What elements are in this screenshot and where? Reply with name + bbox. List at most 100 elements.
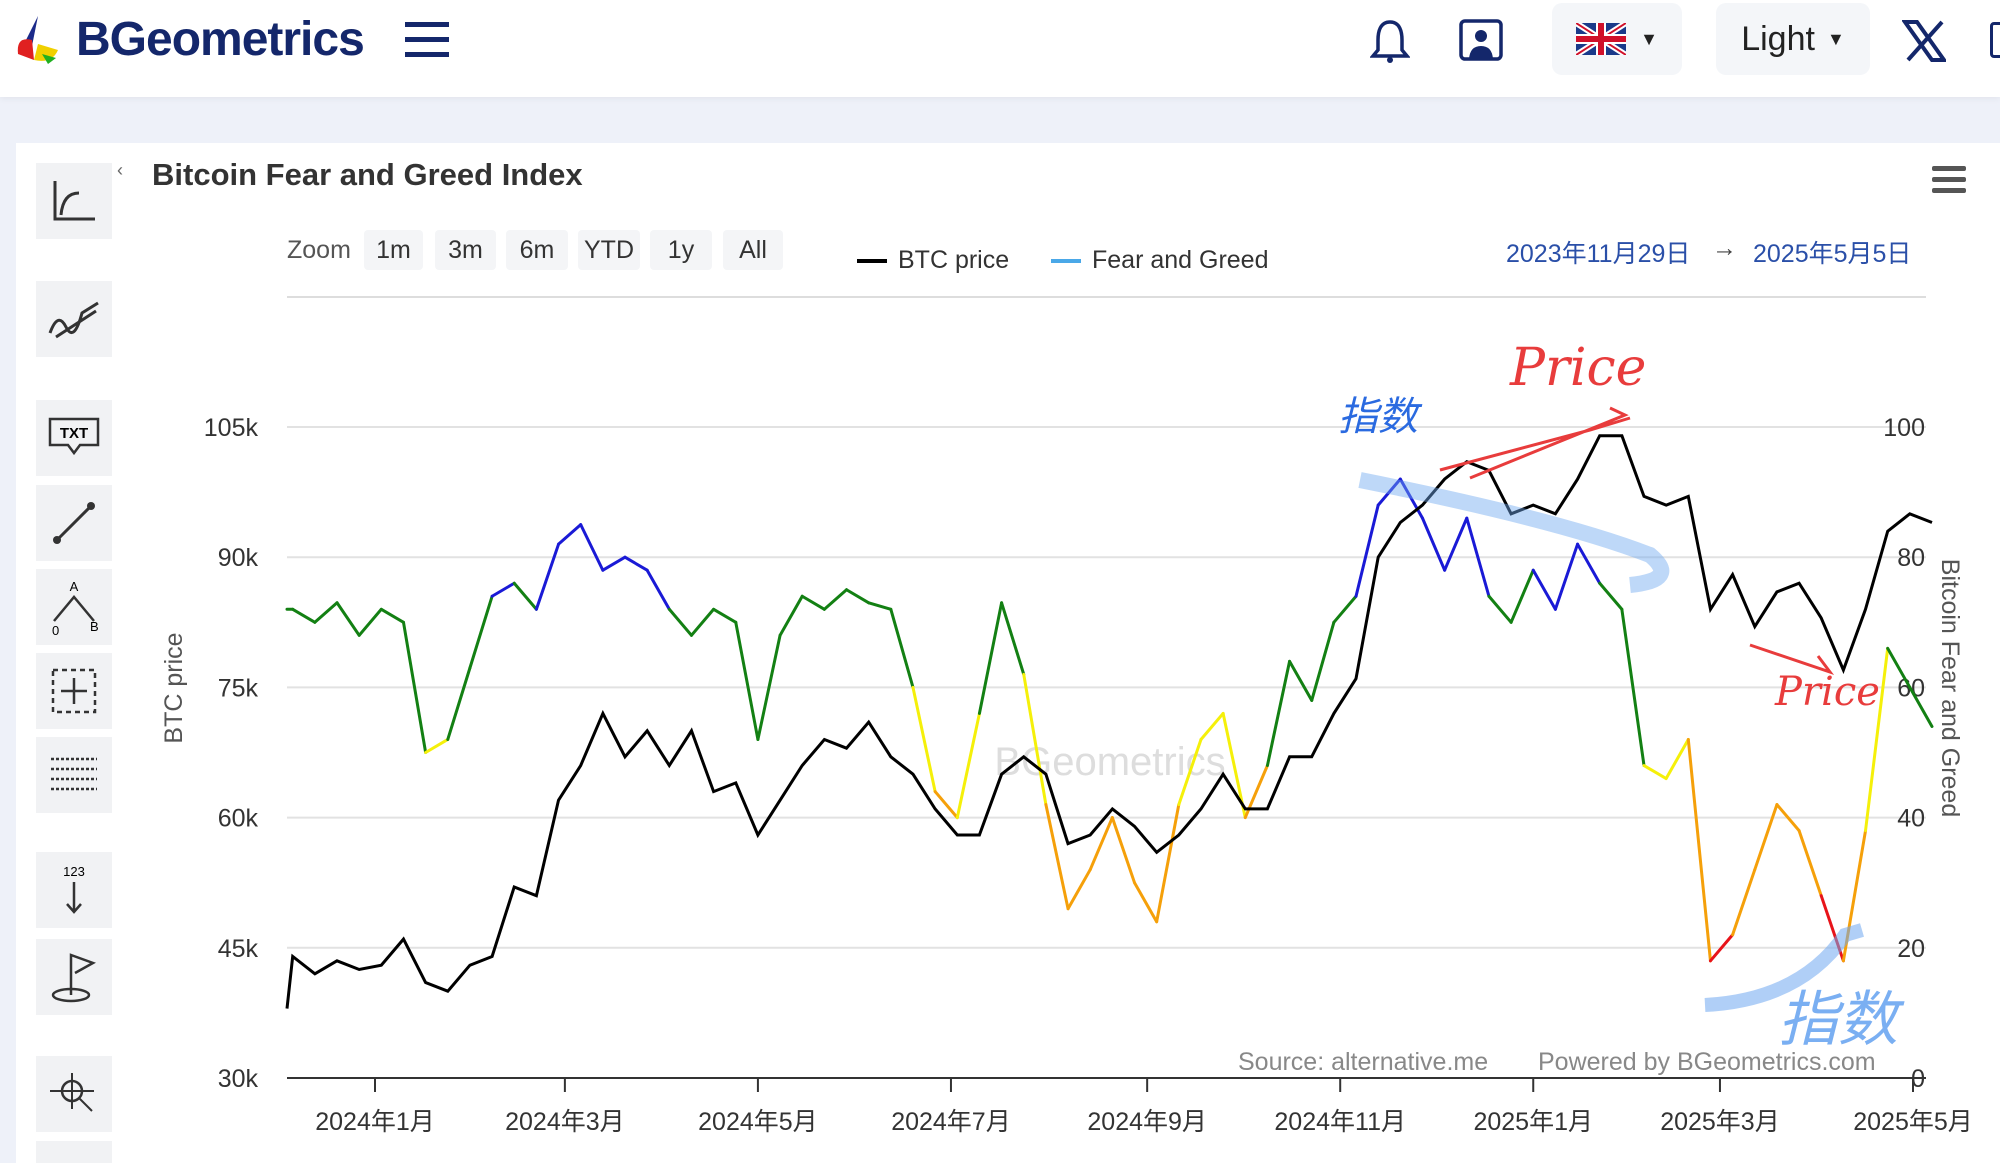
x-tick-label: 2024年7月 — [891, 1108, 1011, 1136]
tool-measure[interactable] — [36, 653, 112, 729]
y-tick-label: 60k — [218, 805, 259, 833]
fear-greed-segment — [490, 581, 516, 598]
zoom-3m-button[interactable]: 3m — [435, 230, 496, 270]
x-tick-label: 2024年9月 — [1087, 1108, 1207, 1136]
fear-greed-segment — [1620, 607, 1646, 768]
x-twitter-icon[interactable] — [1902, 20, 1946, 62]
zoom-ytd-button[interactable]: YTD — [578, 230, 640, 270]
x-tick-label: 2024年5月 — [698, 1108, 818, 1136]
abc-pattern-icon: A 0 B — [52, 579, 99, 637]
tool-more[interactable] — [36, 1141, 112, 1163]
fear-greed-segment — [1177, 737, 1203, 807]
fear-greed-segment — [911, 685, 937, 794]
annotation-price-2: Price — [1774, 669, 1880, 715]
chart-menu-icon[interactable] — [1932, 166, 1966, 194]
fear-greed-segment — [1022, 672, 1048, 807]
theme-selector[interactable]: Light ▼ — [1716, 3, 1870, 75]
fear-greed-segment — [1066, 868, 1092, 911]
fear-greed-segment — [1420, 516, 1447, 572]
language-selector[interactable]: ▼ — [1552, 3, 1682, 75]
fear-greed-segment — [1664, 737, 1690, 781]
extra-header-icon[interactable] — [1990, 22, 2000, 58]
y2-tick-label: 100 — [1883, 414, 1925, 442]
fear-greed-segment — [579, 523, 605, 572]
x-tick-label: 2024年3月 — [505, 1108, 625, 1136]
fear-greed-segment — [601, 555, 627, 572]
y-axis-title: BTC price — [160, 632, 188, 743]
brand-name[interactable]: BGeometrics — [76, 13, 365, 66]
tool-zoom-pan[interactable] — [36, 1056, 112, 1132]
range-from-date[interactable]: 2023年11月29日 — [1506, 240, 1691, 268]
fear-greed-segment — [1886, 646, 1912, 689]
y-tick-label: 90k — [218, 544, 259, 572]
tool-indicators[interactable] — [36, 163, 112, 239]
fear-greed-segment — [424, 737, 450, 754]
fear-greed-segment — [1576, 542, 1602, 585]
annotation-price-1: Price — [1509, 338, 1646, 398]
fear-greed-segment — [1686, 737, 1712, 963]
bell-icon[interactable] — [1370, 18, 1410, 64]
fear-greed-segment — [534, 542, 561, 611]
fear-greed-segment — [1708, 933, 1735, 963]
fear-greed-segment — [357, 607, 383, 637]
y-tick-label: 75k — [218, 674, 259, 702]
legend-fg-swatch — [1051, 259, 1081, 263]
legend-fear-greed[interactable]: Fear and Greed — [1092, 246, 1269, 274]
zoom-1m-button[interactable]: 1m — [364, 230, 423, 270]
tool-trend[interactable] — [36, 281, 112, 357]
fear-greed-segment — [1908, 685, 1934, 728]
legend-btc-price[interactable]: BTC price — [898, 246, 1010, 274]
fear-greed-segment — [1000, 601, 1026, 676]
fear-greed-segment — [623, 555, 649, 572]
collapse-toolbar-icon[interactable]: ‹ — [117, 160, 123, 180]
fear-greed-segment — [1487, 594, 1513, 624]
zoom-1y-button[interactable]: 1y — [650, 230, 712, 270]
fear-greed-segment — [1797, 829, 1823, 898]
fear-greed-segment — [1265, 659, 1292, 768]
fear-greed-segment — [1221, 711, 1247, 820]
chevron-down-icon: ▼ — [1826, 28, 1845, 49]
chart-card — [16, 143, 2000, 1163]
tool-fibonacci[interactable] — [36, 737, 112, 813]
text-label-icon: TXT — [48, 417, 100, 456]
legend-btc-swatch — [857, 259, 887, 263]
tool-text[interactable]: TXT — [36, 400, 112, 476]
annotation-index-2: 指数 — [1778, 985, 1905, 1055]
hamburger-menu-icon[interactable] — [405, 20, 451, 60]
fear-greed-segment — [1398, 477, 1424, 520]
zoom-all-button[interactable]: All — [723, 230, 783, 270]
bgeometrics-logo-icon[interactable] — [12, 14, 64, 66]
fear-greed-segment — [756, 633, 782, 741]
o-label: 0 — [52, 623, 59, 637]
theme-label: Light — [1741, 19, 1815, 58]
fear-greed-segment — [379, 607, 405, 624]
fear-greed-segment — [800, 594, 826, 611]
tool-count[interactable]: 123 — [36, 852, 112, 928]
y-tick-label: 45k — [218, 935, 259, 963]
fear-greed-segment — [1642, 764, 1668, 781]
tool-flag[interactable] — [36, 939, 112, 1015]
fear-greed-segment — [1775, 803, 1801, 833]
y2-tick-label: 20 — [1897, 935, 1925, 963]
handwritten-annotations: 指数 Price Price 指数 — [1338, 338, 1905, 1055]
fear-greed-segment — [401, 620, 428, 754]
fear-greed-segment — [667, 607, 693, 637]
zoom-6m-button[interactable]: 6m — [506, 230, 568, 270]
tool-abc-pattern[interactable]: A 0 B — [36, 569, 112, 645]
counter-icon: 123 — [63, 864, 85, 914]
x-tick-label: 2025年5月 — [1853, 1108, 1973, 1136]
fear-greed-segment — [712, 607, 738, 624]
fear-greed-segment — [1288, 659, 1314, 702]
source-credit: Source: alternative.me — [1238, 1048, 1488, 1076]
fear-greed-segment — [1443, 516, 1469, 572]
fear-greed-segment — [1088, 816, 1114, 872]
y2-tick-label: 40 — [1897, 805, 1925, 833]
fear-greed-segment — [1332, 594, 1358, 624]
range-to-date[interactable]: 2025年5月5日 — [1753, 240, 1912, 268]
annotation-arrow-blue-1 — [1358, 472, 1670, 593]
tool-line[interactable] — [36, 485, 112, 561]
count-label: 123 — [63, 864, 85, 879]
user-profile-icon[interactable] — [1458, 18, 1504, 64]
powered-credit: Powered by BGeometrics.com — [1538, 1048, 1876, 1076]
